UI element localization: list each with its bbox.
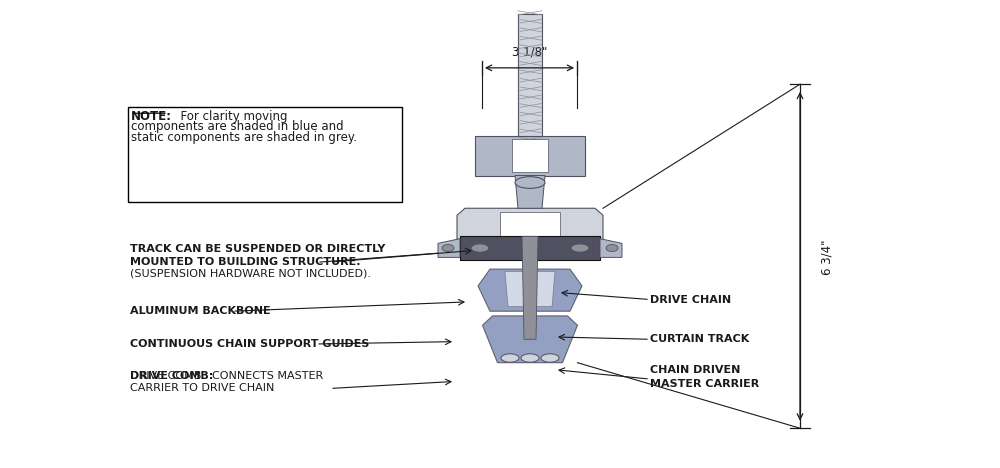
Text: TRACK CAN BE SUSPENDED OR DIRECTLY: TRACK CAN BE SUSPENDED OR DIRECTLY (130, 244, 385, 254)
Text: DRIVE COMB:: DRIVE COMB: (130, 371, 213, 381)
Text: MOUNTED TO BUILDING STRUCTURE.: MOUNTED TO BUILDING STRUCTURE. (130, 257, 360, 267)
Text: (SUSPENSION HARDWARE NOT INCLUDED).: (SUSPENSION HARDWARE NOT INCLUDED). (130, 269, 371, 279)
Text: ALUMINUM BACKBONE: ALUMINUM BACKBONE (130, 306, 271, 316)
Polygon shape (483, 316, 578, 363)
FancyBboxPatch shape (128, 107, 402, 202)
Ellipse shape (442, 244, 454, 251)
Polygon shape (512, 139, 548, 172)
Polygon shape (478, 269, 582, 311)
Polygon shape (505, 271, 555, 307)
Polygon shape (515, 176, 545, 208)
Text: CARRIER TO DRIVE CHAIN: CARRIER TO DRIVE CHAIN (130, 383, 274, 394)
Polygon shape (460, 236, 600, 260)
Ellipse shape (471, 244, 489, 252)
Polygon shape (438, 239, 460, 257)
Polygon shape (457, 208, 603, 241)
Text: NOTE:: NOTE: (131, 110, 172, 123)
Polygon shape (522, 236, 538, 339)
Ellipse shape (521, 354, 539, 362)
Ellipse shape (541, 354, 559, 362)
Polygon shape (500, 212, 560, 236)
Text: DRIVE CHAIN: DRIVE CHAIN (650, 294, 731, 305)
Ellipse shape (515, 176, 545, 188)
Text: DRIVE COMB:  CONNECTS MASTER: DRIVE COMB: CONNECTS MASTER (130, 371, 323, 381)
Text: static components are shaded in grey.: static components are shaded in grey. (131, 131, 357, 144)
Text: 6 3/4": 6 3/4" (820, 240, 833, 275)
Ellipse shape (501, 354, 519, 362)
Text: MASTER CARRIER: MASTER CARRIER (650, 379, 759, 389)
Ellipse shape (606, 244, 618, 251)
Text: 3 1/8": 3 1/8" (512, 45, 548, 58)
Text: For clarity moving: For clarity moving (173, 110, 288, 123)
Text: CURTAIN TRACK: CURTAIN TRACK (650, 334, 749, 344)
Text: CHAIN DRIVEN: CHAIN DRIVEN (650, 365, 740, 375)
Polygon shape (475, 136, 585, 176)
Polygon shape (600, 239, 622, 257)
Text: CONTINUOUS CHAIN SUPPORT GUIDES: CONTINUOUS CHAIN SUPPORT GUIDES (130, 339, 369, 349)
Text: components are shaded in blue and: components are shaded in blue and (131, 120, 344, 133)
Polygon shape (518, 14, 542, 154)
Ellipse shape (571, 244, 589, 252)
